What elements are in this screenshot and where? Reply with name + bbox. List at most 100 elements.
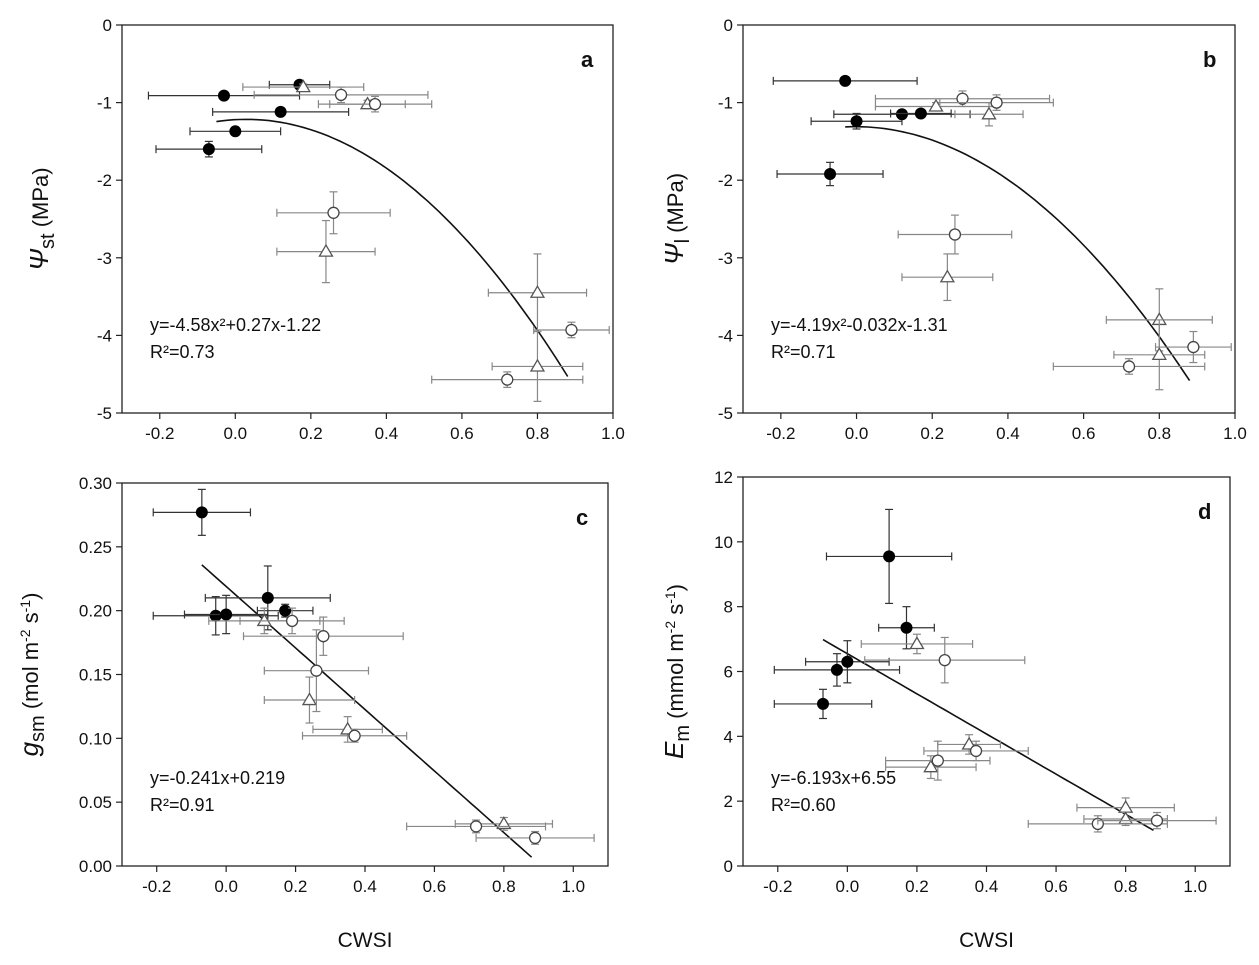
data-point-filled-circle — [895, 108, 908, 121]
y-tick-label: 8 — [724, 598, 733, 617]
data-point-filled-circle — [883, 550, 896, 563]
x-axis-label: CWSI — [338, 929, 393, 952]
x-tick-label: 0.2 — [299, 424, 323, 443]
y-tick-label: 0.15 — [79, 666, 112, 685]
data-point-open-circle — [368, 98, 382, 111]
fit-line — [201, 564, 533, 858]
data-point-filled-circle — [914, 107, 927, 120]
data-point-open-triangle — [529, 358, 546, 372]
y-tick-label: -4 — [718, 326, 733, 345]
plot-frame — [121, 24, 614, 414]
x-tick-label: 0.4 — [975, 877, 999, 896]
y-tick-label: 4 — [724, 727, 733, 746]
data-point-open-circle — [317, 630, 330, 643]
data-point-open-circle — [1187, 340, 1200, 354]
fit-equation: y=-4.58x²+0.27x-1.22 — [150, 315, 321, 335]
panel-letter: b — [1203, 47, 1216, 72]
data-point-open-circle — [327, 206, 340, 219]
data-point-open-triangle — [1118, 811, 1134, 825]
fit-equation: y=-6.193x+6.55 — [771, 768, 896, 788]
data-point-open-circle — [565, 323, 578, 337]
data-point-open-circle — [334, 88, 348, 101]
y-tick-label: 2 — [724, 792, 733, 811]
x-tick-label: 0.8 — [492, 877, 516, 896]
x-tick-label: 0.8 — [526, 424, 550, 443]
fit-r2: R²=0.71 — [771, 342, 836, 362]
y-tick-label: -1 — [97, 94, 112, 113]
x-tick-label: 1.0 — [561, 877, 585, 896]
data-point-filled-circle — [850, 115, 863, 128]
panel-a: -0.2 0.0 0.2 0.4 0.6 0.8 1.0 0 -1 -2 -3 -4 -5 a Ψst (M… — [24, 16, 625, 443]
x-tick-label: 0.4 — [375, 424, 399, 443]
data-point-open-circle — [501, 373, 514, 386]
x-tick-label: 0.6 — [1044, 877, 1068, 896]
y-tick-label: -3 — [97, 249, 112, 268]
x-tick-label: 0.6 — [423, 877, 447, 896]
data-point-open-circle — [1150, 814, 1164, 827]
x-tick-label: 0.0 — [845, 424, 869, 443]
x-tick-label: 1.0 — [1183, 877, 1207, 896]
data-point-filled-circle — [209, 609, 222, 622]
fit-r2: R²=0.60 — [771, 795, 836, 815]
fit-equation: y=-0.241x+0.219 — [150, 768, 285, 788]
x-tick-label: 0.2 — [920, 424, 944, 443]
fit-line — [216, 118, 569, 377]
y-tick-label: 10 — [714, 533, 733, 552]
fit-line — [822, 638, 1154, 831]
y-tick-label: 0.05 — [79, 793, 112, 812]
x-tick-label: 0.8 — [1114, 877, 1138, 896]
data-point-open-triangle — [295, 79, 311, 93]
data-point-open-circle — [938, 654, 951, 667]
data-point-filled-circle — [839, 74, 852, 87]
x-tick-label: 0.6 — [450, 424, 474, 443]
x-tick-label: -0.2 — [142, 877, 171, 896]
x-tick-label: -0.2 — [145, 424, 174, 443]
panel-c: -0.2 0.0 0.2 0.4 0.6 0.8 1.0 0.00 0.05 0.10 0.15 0.… — [14, 474, 609, 952]
data-point-filled-circle — [841, 655, 854, 668]
data-point-filled-circle — [274, 105, 287, 118]
data-point-filled-circle — [202, 143, 215, 156]
data-point-open-triangle — [928, 98, 944, 112]
data-point-open-triangle — [981, 106, 997, 120]
x-tick-label: 0.8 — [1147, 424, 1171, 443]
data-point-filled-circle — [261, 591, 274, 604]
data-point-filled-circle — [195, 506, 208, 519]
x-tick-label: -0.2 — [763, 877, 792, 896]
x-tick-label: 0.0 — [214, 877, 238, 896]
data-point-open-circle — [1122, 360, 1136, 373]
data-point-filled-circle — [900, 621, 913, 634]
y-axis-label: gsm (mol m-2 s-1) — [14, 593, 49, 757]
fit-r2: R²=0.73 — [150, 342, 215, 362]
data-point-open-circle — [990, 96, 1003, 109]
data-point-open-triangle — [939, 269, 956, 283]
y-tick-label: -1 — [718, 94, 733, 113]
data-point-open-circle — [285, 614, 299, 628]
data-point-open-circle — [310, 664, 323, 677]
y-tick-label: -2 — [718, 171, 733, 190]
data-point-open-circle — [469, 820, 483, 833]
y-tick-label: 0.30 — [79, 474, 112, 493]
y-axis-label: Em (mmol m-2 s-1) — [659, 584, 694, 759]
panel-b: -0.2 0.0 0.2 0.4 0.6 0.8 1.0 0 -1 -2 -3 -4 -5 b Ψl (MP… — [659, 16, 1247, 443]
data-point-filled-circle — [220, 608, 233, 621]
y-tick-label: 12 — [714, 468, 733, 487]
panel-letter: d — [1198, 499, 1211, 524]
x-tick-label: -0.2 — [766, 424, 795, 443]
data-point-open-triangle — [909, 636, 925, 650]
fit-equation: y=-4.19x²-0.032x-1.31 — [771, 315, 948, 335]
data-point-open-triangle — [529, 284, 546, 298]
y-tick-label: 0 — [724, 857, 733, 876]
x-tick-label: 0.4 — [353, 877, 377, 896]
fit-line — [845, 125, 1191, 382]
y-tick-label: 0.00 — [79, 857, 112, 876]
y-tick-label: 0.20 — [79, 602, 112, 621]
panel-letter: c — [576, 505, 588, 530]
panel-d: -0.2 0.0 0.2 0.4 0.6 0.8 1.0 0 2 4 6 8 10 12 d Em (mmol… — [659, 468, 1231, 952]
x-tick-label: 0.0 — [223, 424, 247, 443]
data-point-open-triangle — [1118, 799, 1134, 813]
data-point-open-triangle — [1151, 347, 1167, 361]
y-tick-label: 0.25 — [79, 538, 112, 557]
data-point-filled-circle — [279, 604, 292, 617]
data-point-filled-circle — [217, 89, 230, 102]
